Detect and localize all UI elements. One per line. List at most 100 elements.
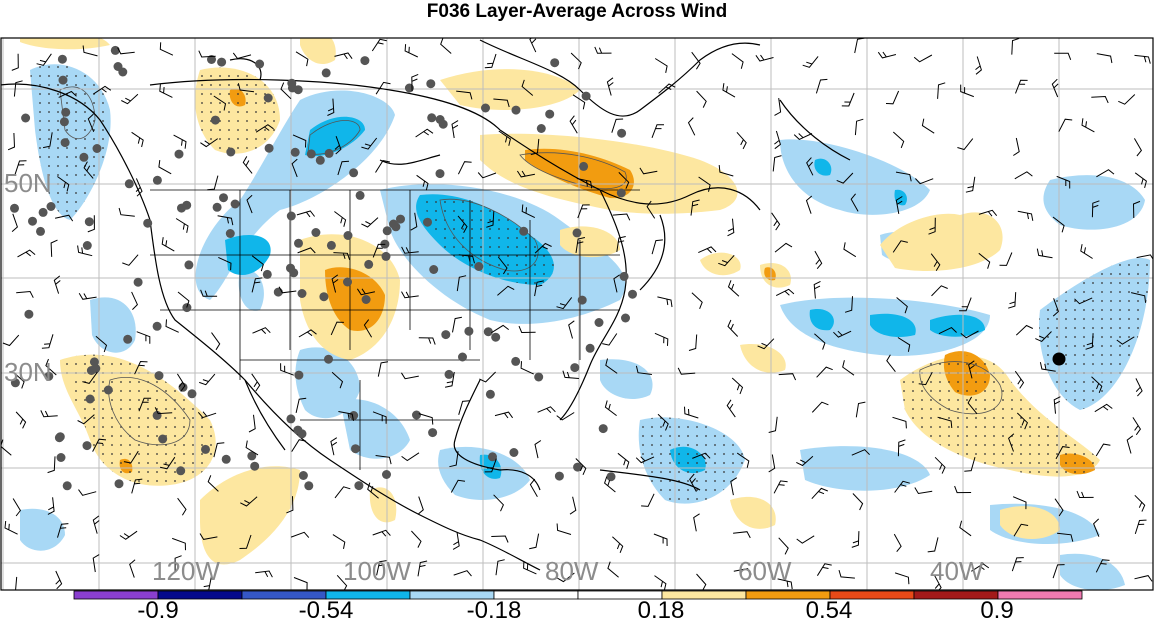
station-dot xyxy=(572,228,582,238)
wind-barb xyxy=(816,366,833,378)
wind-barb xyxy=(850,193,859,212)
wind-barb xyxy=(330,321,344,336)
wind-barb xyxy=(416,174,429,191)
wind-barb xyxy=(83,161,94,179)
wind-barb xyxy=(1095,559,1110,573)
wind-barb xyxy=(42,132,53,149)
wind-barb xyxy=(177,291,190,308)
wind-barb xyxy=(452,531,460,550)
wind-barb xyxy=(1008,433,1015,452)
wind-barb xyxy=(255,570,273,578)
wind-barb xyxy=(813,280,821,299)
station-dot xyxy=(585,343,595,353)
wind-barb xyxy=(1093,518,1100,537)
wind-barb xyxy=(1118,94,1136,105)
wind-barb xyxy=(768,454,776,473)
station-dot xyxy=(458,352,467,362)
wind-barb xyxy=(13,372,25,389)
wind-barb xyxy=(418,337,436,345)
wind-barb xyxy=(1116,336,1135,345)
wind-barb xyxy=(778,373,797,381)
station-dot xyxy=(412,410,421,420)
wind-barb xyxy=(612,213,631,221)
wind-barb xyxy=(718,165,734,177)
wind-barb xyxy=(967,396,978,415)
station-dot xyxy=(152,175,162,185)
wind-barb xyxy=(1017,210,1034,221)
wind-barb xyxy=(569,115,578,134)
station-dot xyxy=(38,207,48,217)
wind-barb xyxy=(793,133,813,140)
wind-barb xyxy=(199,533,218,540)
station-dot xyxy=(124,179,134,189)
wind-barb xyxy=(534,242,552,254)
wind-barb xyxy=(121,93,139,105)
wind-barb xyxy=(372,411,387,424)
wind-barb xyxy=(521,79,534,96)
wind-barb xyxy=(495,559,505,576)
wind-barb xyxy=(372,243,386,258)
location-marker xyxy=(1052,352,1066,366)
wind-barb xyxy=(1,439,12,456)
station-dot xyxy=(435,169,445,179)
wind-barb xyxy=(1134,172,1147,189)
wind-barb xyxy=(15,576,18,590)
wind-barb xyxy=(237,83,255,93)
wind-barb xyxy=(894,480,910,493)
station-dot xyxy=(294,238,303,248)
wind-barb xyxy=(176,373,186,392)
wind-barb xyxy=(1014,370,1025,389)
wind-barb xyxy=(295,397,307,414)
station-dot xyxy=(444,369,454,379)
wind-barb xyxy=(733,568,752,575)
wind-barb xyxy=(280,82,292,100)
station-dot xyxy=(113,62,123,71)
wind-barb xyxy=(718,254,735,267)
wind-barb xyxy=(338,411,354,421)
lon-label-40w: 40W xyxy=(930,556,984,586)
station-dot xyxy=(519,226,529,236)
wind-barb xyxy=(240,496,258,507)
wind-barb xyxy=(934,575,942,590)
wind-barb xyxy=(928,217,936,235)
station-dot xyxy=(427,113,437,123)
lat-label-50n: 50N xyxy=(4,168,52,198)
wind-barb xyxy=(1085,333,1094,350)
wind-barb xyxy=(297,247,316,254)
wind-barb xyxy=(1132,417,1142,436)
wind-barb xyxy=(58,90,77,98)
wind-barb xyxy=(245,440,259,456)
wind-barb xyxy=(457,161,472,175)
wind-barb xyxy=(693,513,700,532)
wind-barb xyxy=(1013,137,1020,156)
station-dot xyxy=(483,327,493,337)
station-dot xyxy=(594,318,604,327)
station-dot xyxy=(154,371,164,381)
wind-barb xyxy=(617,452,630,469)
wind-barb xyxy=(918,371,933,386)
station-dot xyxy=(82,441,92,451)
wind-barb xyxy=(1052,298,1059,317)
colorbar-label-0-18: 0.18 xyxy=(637,597,685,624)
wind-barb xyxy=(677,367,696,375)
wind-barb xyxy=(1096,169,1115,178)
wind-barb xyxy=(616,236,626,252)
wind-barb xyxy=(1134,575,1153,582)
wind-barb xyxy=(688,334,698,351)
wind-barb xyxy=(154,407,173,415)
wind-barb xyxy=(375,455,392,465)
wind-barb xyxy=(965,176,976,193)
wind-barb xyxy=(930,253,941,272)
wind-barb xyxy=(1054,52,1072,60)
wind-barb xyxy=(251,255,264,272)
wind-barb xyxy=(927,537,939,553)
station-dot xyxy=(184,260,194,270)
station-dot xyxy=(491,332,501,342)
station-dot xyxy=(474,262,484,271)
station-dot xyxy=(210,115,220,125)
wind-barb xyxy=(200,138,218,148)
wind-barb xyxy=(1011,38,1020,55)
station-dot xyxy=(619,271,629,281)
wind-barb xyxy=(41,334,54,349)
wind-barb xyxy=(376,560,387,576)
